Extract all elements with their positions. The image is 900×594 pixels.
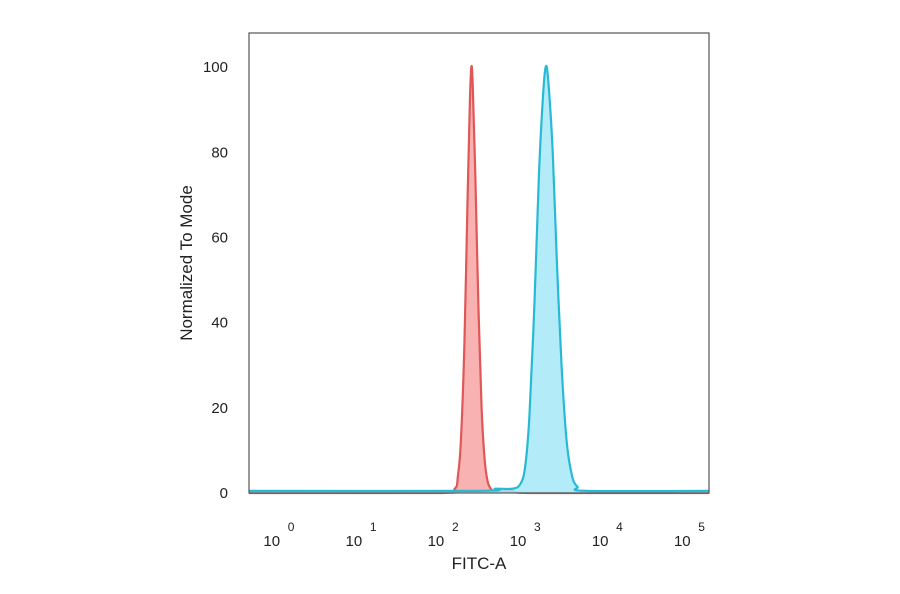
- x-tick-exponent: 0: [288, 520, 295, 534]
- x-axis-label: FITC-A: [452, 554, 507, 573]
- x-tick-exponent: 5: [698, 520, 705, 534]
- y-tick-label: 100: [203, 59, 228, 76]
- y-axis-label: Normalized To Mode: [177, 185, 196, 341]
- x-tick-exponent: 1: [370, 520, 377, 534]
- x-tick-label: 10: [510, 533, 527, 550]
- series-1-area: [249, 66, 709, 493]
- plot-frame: [248, 32, 710, 494]
- x-tick-label: 10: [428, 533, 445, 550]
- y-tick-layer: 0 20 40 60 80 100: [203, 59, 228, 502]
- x-tick-exponent: 3: [534, 520, 541, 534]
- x-tick-label: 10: [263, 533, 280, 550]
- x-tick-exponent: 4: [616, 520, 623, 534]
- x-tick-label: 10: [345, 533, 362, 550]
- series-layer: [248, 64, 710, 495]
- y-tick-label: 60: [211, 229, 228, 246]
- series-2-line: [248, 64, 710, 493]
- y-tick-label: 80: [211, 144, 228, 161]
- y-tick-label: 40: [211, 315, 228, 332]
- x-tick-layer: 10 0 10 1 10 2 10 3 10 4 10 5: [263, 520, 705, 550]
- y-tick-label: 0: [220, 485, 228, 502]
- y-tick-label: 20: [211, 400, 228, 417]
- x-tick-label: 10: [592, 533, 609, 550]
- x-tick-exponent: 2: [452, 520, 459, 534]
- x-tick-label: 10: [674, 533, 691, 550]
